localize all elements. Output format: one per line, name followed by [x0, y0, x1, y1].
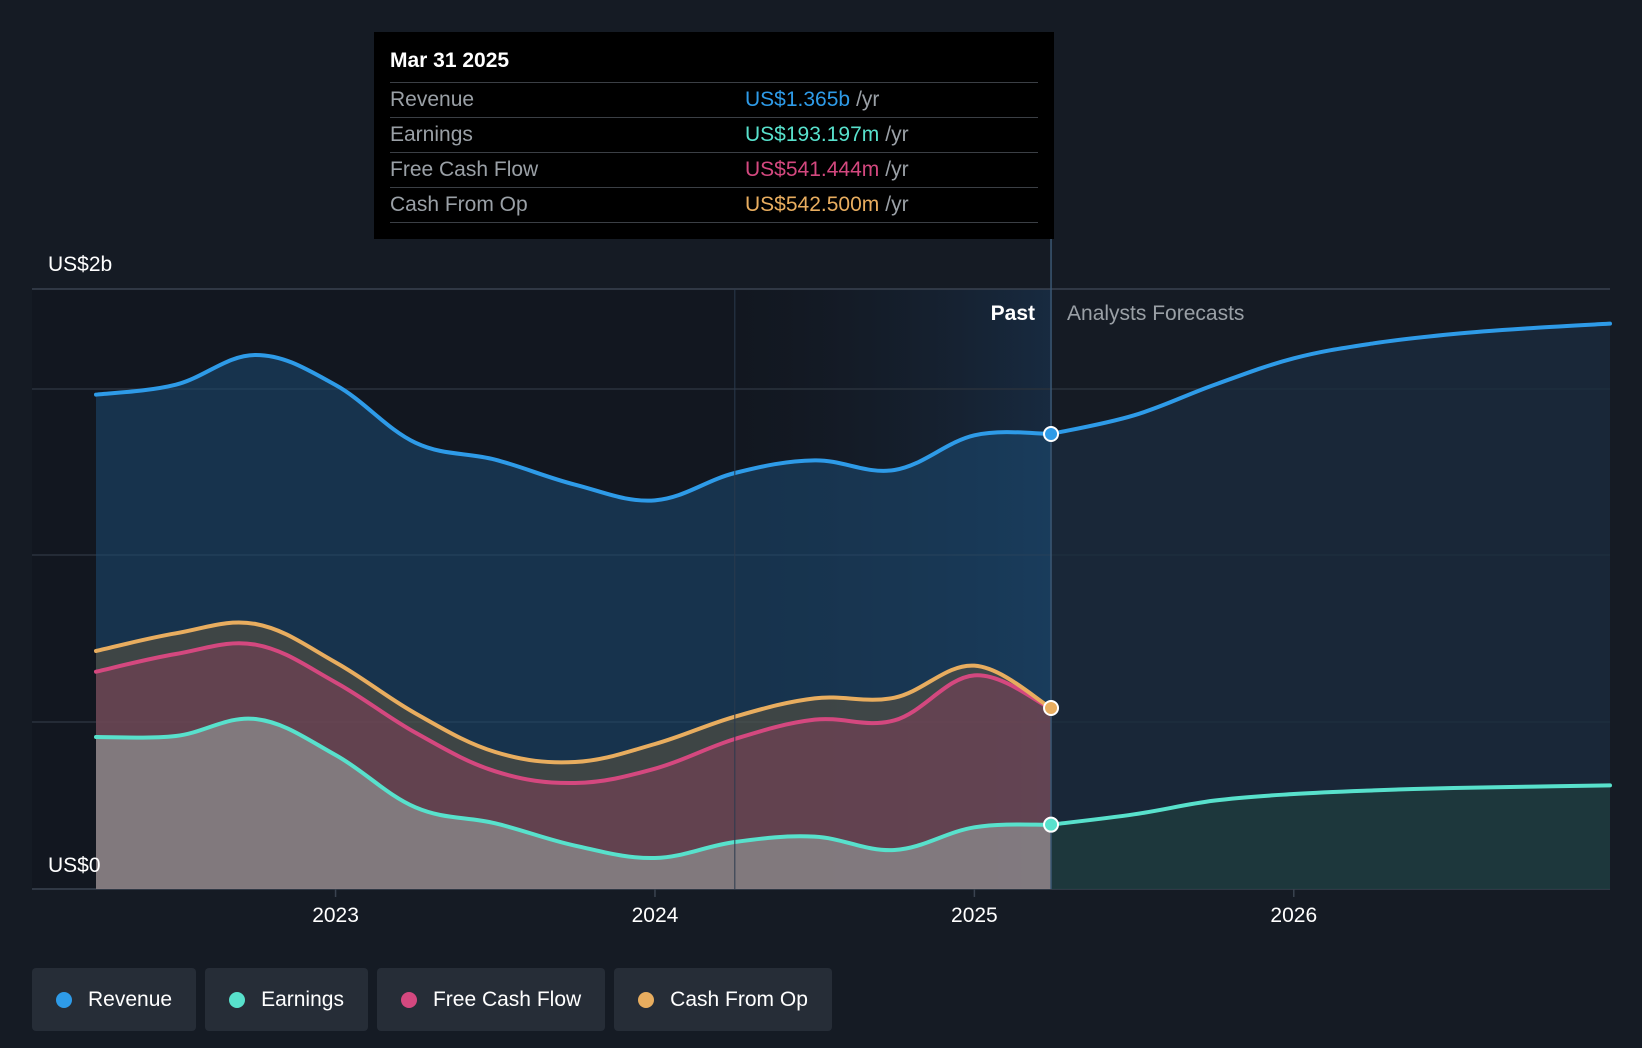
marker-earnings	[1043, 816, 1060, 833]
tooltip-unit: /yr	[885, 193, 909, 216]
tooltip-row-revenue: Revenue US$1.365b /yr	[390, 82, 1038, 117]
legend-item-cash-from-op[interactable]: Cash From Op	[614, 968, 832, 1031]
legend-label: Earnings	[261, 987, 344, 1011]
tooltip-label: Earnings	[390, 123, 473, 146]
tooltip-unit: /yr	[885, 158, 909, 181]
x-tick-label: 2026	[1270, 904, 1317, 927]
tooltip-row-free-cash-flow: Free Cash Flow US$541.444m /yr	[390, 152, 1038, 187]
line-past-earnings	[94, 716, 1054, 861]
legend-dot-icon	[400, 991, 417, 1008]
area-past-earnings	[96, 718, 1052, 889]
area-forecast-earnings	[1051, 785, 1610, 889]
tooltip-label: Free Cash Flow	[390, 158, 539, 181]
legend-label: Free Cash Flow	[432, 987, 582, 1011]
area-forecast-revenue	[1051, 323, 1610, 890]
x-tick-label: 2024	[632, 904, 679, 927]
legend-item-free-cash-flow[interactable]: Free Cash Flow	[376, 968, 606, 1031]
data-tooltip: Mar 31 2025 Revenue US$1.365b /yr Earnin…	[374, 32, 1054, 239]
tooltip-row-earnings: Earnings US$193.197m /yr	[390, 117, 1038, 152]
legend-item-earnings[interactable]: Earnings	[205, 968, 368, 1031]
marker-revenue	[1043, 426, 1060, 442]
marker-cash-from-op	[1043, 700, 1060, 716]
legend-dot-icon	[638, 991, 655, 1008]
legend-dot-icon	[56, 991, 72, 1008]
y-axis-min-label: US$0	[48, 854, 101, 877]
legend-label: Cash From Op	[670, 987, 808, 1011]
tooltip-value: US$193.197m	[745, 123, 880, 146]
tooltip-unit: /yr	[856, 88, 880, 111]
x-tick-label: 2023	[312, 904, 359, 927]
tooltip-row-cash-from-op: Cash From Op US$542.500m /yr	[390, 187, 1038, 223]
legend-item-revenue[interactable]: Revenue	[32, 968, 197, 1031]
forecast-label: Analysts Forecasts	[1067, 302, 1244, 325]
tooltip-value: US$1.365b	[745, 88, 851, 111]
tooltip-value: US$542.500m	[745, 193, 880, 216]
legend-dot-icon	[229, 991, 246, 1008]
tooltip-unit: /yr	[885, 123, 909, 146]
legend-label: Revenue	[88, 987, 173, 1011]
tooltip-value: US$541.444m	[745, 158, 880, 181]
area-past-cash-from-op	[96, 622, 1052, 889]
tooltip-date: Mar 31 2025	[390, 49, 510, 72]
x-tick-label: 2025	[951, 904, 998, 927]
area-past-free-cash-flow	[96, 643, 1052, 889]
tooltip-label: Revenue	[390, 88, 475, 111]
tooltip-label: Cash From Op	[390, 193, 528, 216]
line-forecast-earnings	[1049, 783, 1612, 827]
line-past-revenue	[94, 352, 1054, 503]
line-past-cash-from-op	[94, 620, 1054, 765]
past-label: Past	[991, 302, 1035, 325]
line-forecast-revenue	[1049, 321, 1612, 436]
chart-legend: Revenue Earnings Free Cash Flow Cash Fro…	[32, 968, 832, 1031]
line-past-free-cash-flow	[94, 641, 1054, 786]
y-axis-max-label: US$2b	[48, 253, 112, 276]
